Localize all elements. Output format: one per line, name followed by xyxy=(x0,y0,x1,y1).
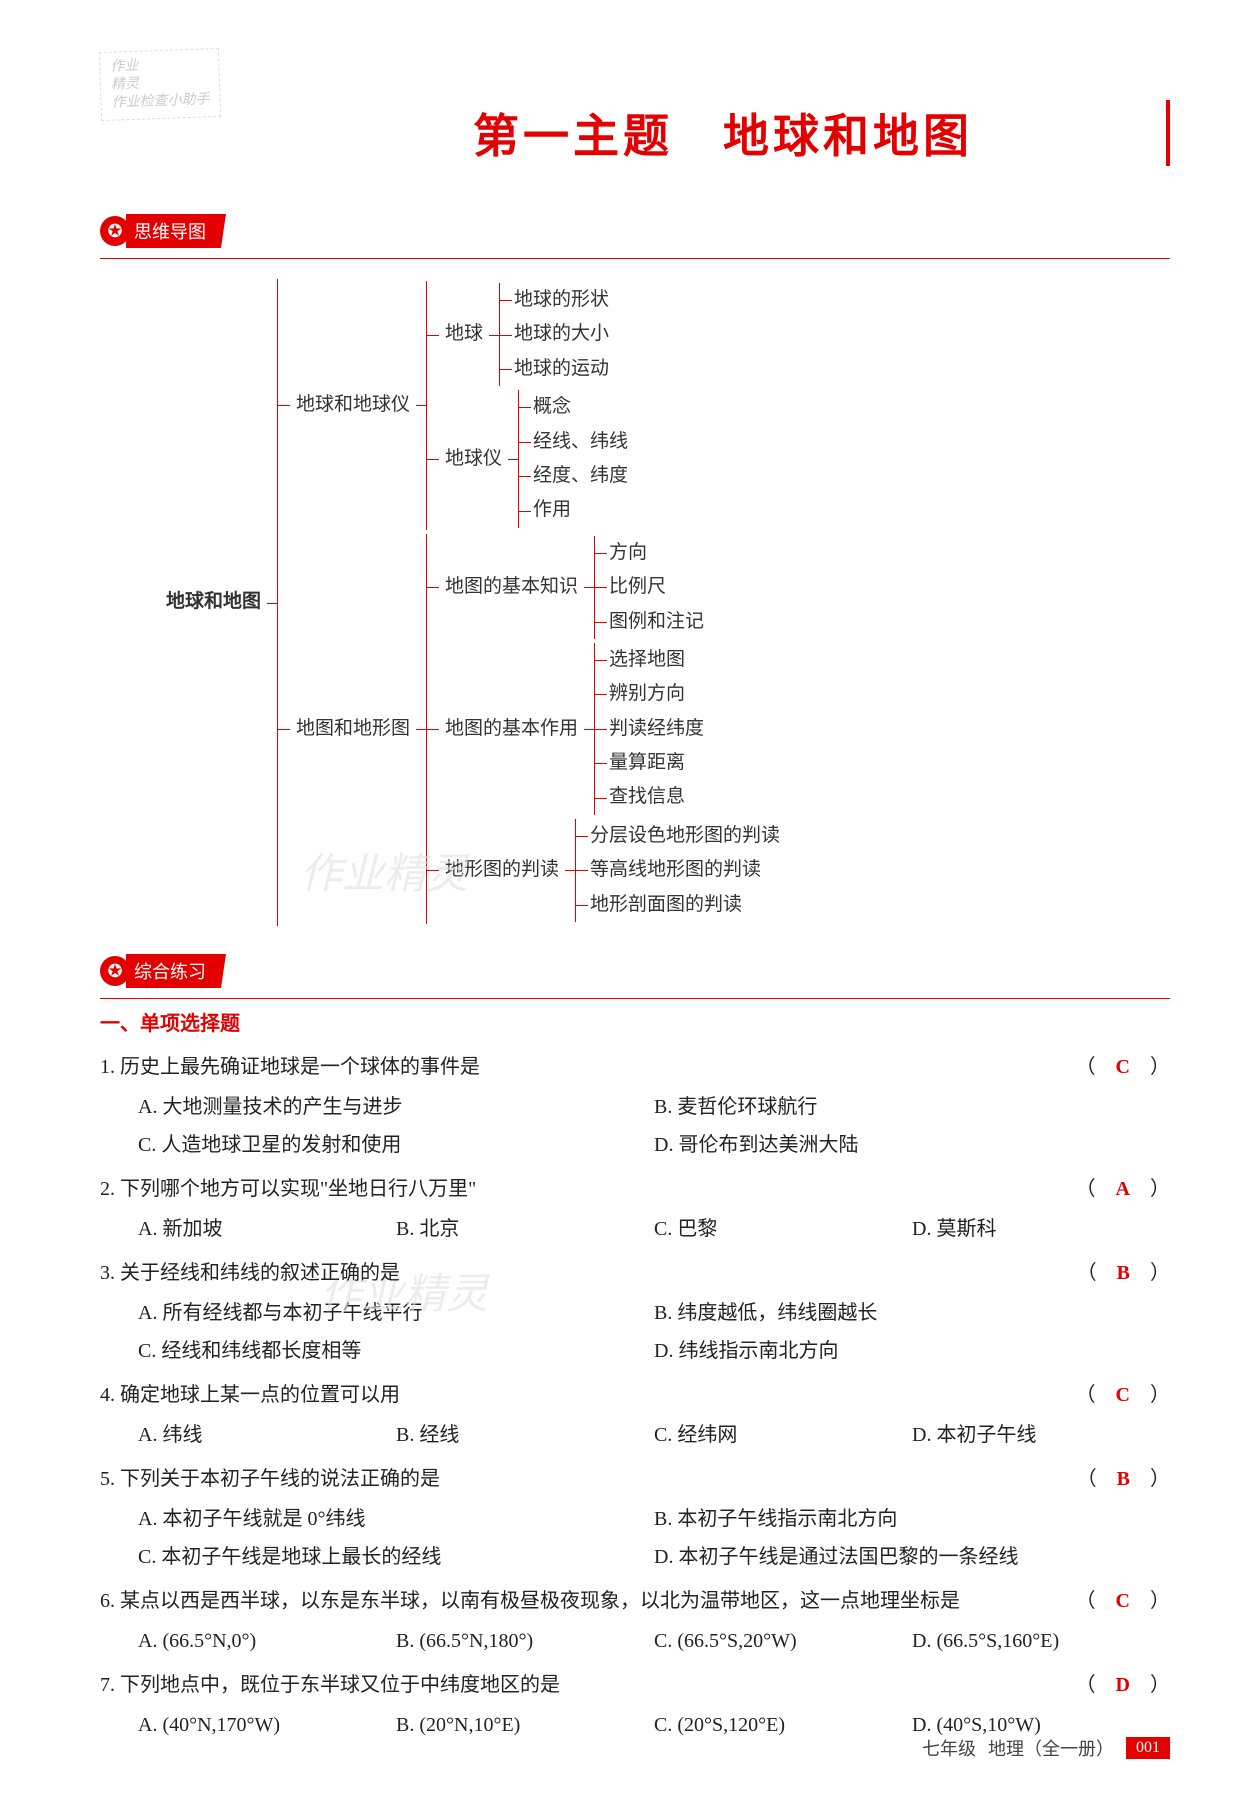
mm-leaf: 分层设色地形图的判读 xyxy=(588,821,782,851)
option: B. 纬度越低，纬线圈越长 xyxy=(654,1294,1170,1332)
section-label-practice: 综合练习 xyxy=(126,954,226,988)
question: 6. 某点以西是西半球，以东是东半球，以南有极昼极夜现象，以北为温带地区，这一点… xyxy=(100,1584,1170,1618)
question-stem: 1. 历史上最先确证地球是一个球体的事件是 xyxy=(100,1050,1170,1084)
option: D. 莫斯科 xyxy=(912,1210,1170,1248)
divider xyxy=(100,258,1170,259)
mm-leaf: 作用 xyxy=(531,495,573,525)
option: C. (20°S,120°E) xyxy=(654,1706,912,1744)
mm-leaf: 图例和注记 xyxy=(607,607,706,637)
options-row: A. 新加坡B. 北京C. 巴黎D. 莫斯科 xyxy=(138,1210,1170,1248)
question-stem: 7. 下列地点中，既位于东半球又位于中纬度地区的是 xyxy=(100,1668,1170,1702)
mcq-header: 一、单项选择题 xyxy=(100,1007,1170,1036)
option: D. 哥伦布到达美洲大陆 xyxy=(654,1126,1170,1164)
mm-leaf: 经线、纬线 xyxy=(531,427,630,457)
mm-leaf: 比例尺 xyxy=(607,572,668,602)
question: 1. 历史上最先确证地球是一个球体的事件是（ C ） xyxy=(100,1050,1170,1084)
page-title: 第一主题 地球和地图 xyxy=(300,100,1146,166)
bullet-icon: ✪ xyxy=(100,216,130,246)
mm-leaf: 地球的运动 xyxy=(512,354,611,384)
bullet-icon: ✪ xyxy=(100,956,130,986)
option: D. 纬线指示南北方向 xyxy=(654,1332,1170,1370)
option: C. 经纬网 xyxy=(654,1416,912,1454)
page-title-block: 第一主题 地球和地图 xyxy=(300,100,1170,166)
question-stem: 4. 确定地球上某一点的位置可以用 xyxy=(100,1378,1170,1412)
mm-leaf: 经度、纬度 xyxy=(531,461,630,491)
mm-b2: 地图和地形图 xyxy=(290,714,416,744)
mm-leaf: 地球的形状 xyxy=(512,285,611,315)
option: A. 大地测量技术的产生与进步 xyxy=(138,1088,654,1126)
options-row: A. (66.5°N,0°)B. (66.5°N,180°)C. (66.5°S… xyxy=(138,1622,1170,1660)
option: B. (66.5°N,180°) xyxy=(396,1622,654,1660)
question: 3. 关于经线和纬线的叙述正确的是（ B ） xyxy=(100,1256,1170,1290)
section-label-mindmap: 思维导图 xyxy=(126,214,226,248)
option: C. 人造地球卫星的发射和使用 xyxy=(138,1126,654,1164)
watermark-top-stamp: 作业 精灵 作业检查小助手 xyxy=(99,48,221,121)
option: D. 本初子午线是通过法国巴黎的一条经线 xyxy=(654,1538,1170,1576)
option: A. 新加坡 xyxy=(138,1210,396,1248)
divider xyxy=(100,998,1170,999)
options-row: A. 所有经线都与本初子午线平行B. 纬度越低，纬线圈越长C. 经线和纬线都长度… xyxy=(138,1294,1170,1370)
section-tag-practice: ✪ 综合练习 xyxy=(100,956,226,986)
question-stem: 2. 下列哪个地方可以实现"坐地日行八万里" xyxy=(100,1172,1170,1206)
question-stem: 6. 某点以西是西半球，以东是东半球，以南有极昼极夜现象，以北为温带地区，这一点… xyxy=(100,1584,1170,1618)
footer-pagenum: 001 xyxy=(1126,1737,1170,1759)
answer-badge: （ C ） xyxy=(1076,1378,1170,1407)
question: 2. 下列哪个地方可以实现"坐地日行八万里"（ A ） xyxy=(100,1172,1170,1206)
answer-badge: （ B ） xyxy=(1077,1462,1170,1491)
options-row: A. 大地测量技术的产生与进步B. 麦哲伦环球航行C. 人造地球卫星的发射和使用… xyxy=(138,1088,1170,1164)
option: B. 本初子午线指示南北方向 xyxy=(654,1500,1170,1538)
option: A. 本初子午线就是 0°纬线 xyxy=(138,1500,654,1538)
mm-leaf: 判读经纬度 xyxy=(607,714,706,744)
option: C. 本初子午线是地球上最长的经线 xyxy=(138,1538,654,1576)
footer-grade: 七年级 xyxy=(922,1735,976,1761)
mm-leaf: 选择地图 xyxy=(607,645,687,675)
question-stem: 3. 关于经线和纬线的叙述正确的是 xyxy=(100,1256,1170,1290)
mm-b1: 地球和地球仪 xyxy=(290,390,416,420)
mm-leaf: 辨别方向 xyxy=(607,679,687,709)
option: D. 本初子午线 xyxy=(912,1416,1170,1454)
mm-b2-c2: 地图的基本作用 xyxy=(439,714,584,744)
mm-b1-c2: 地球仪 xyxy=(439,444,508,474)
answer-badge: （ B ） xyxy=(1077,1256,1170,1285)
mm-b2-c1: 地图的基本知识 xyxy=(439,572,584,602)
option: B. 北京 xyxy=(396,1210,654,1248)
question: 7. 下列地点中，既位于东半球又位于中纬度地区的是（ D ） xyxy=(100,1668,1170,1702)
option: B. 麦哲伦环球航行 xyxy=(654,1088,1170,1126)
page-footer: 七年级 地理（全一册） 001 xyxy=(922,1735,1170,1761)
mm-leaf: 量算距离 xyxy=(607,748,687,778)
option: D. (66.5°S,160°E) xyxy=(912,1622,1170,1660)
answer-badge: （ C ） xyxy=(1076,1050,1170,1079)
options-row: A. 纬线B. 经线C. 经纬网D. 本初子午线 xyxy=(138,1416,1170,1454)
mm-b1-c1: 地球 xyxy=(439,319,489,349)
option: A. (40°N,170°W) xyxy=(138,1706,396,1744)
option: A. 纬线 xyxy=(138,1416,396,1454)
footer-subject: 地理（全一册） xyxy=(988,1735,1114,1761)
questions-container: 1. 历史上最先确证地球是一个球体的事件是（ C ）A. 大地测量技术的产生与进… xyxy=(100,1050,1170,1744)
options-row: A. 本初子午线就是 0°纬线B. 本初子午线指示南北方向C. 本初子午线是地球… xyxy=(138,1500,1170,1576)
mm-leaf: 概念 xyxy=(531,392,573,422)
mindmap: 地球和地图 地球和地球仪 地球 地球的形状 地球的大小 地球的运动 地球仪 xyxy=(160,279,1170,926)
answer-badge: （ A ） xyxy=(1076,1172,1170,1201)
mm-leaf: 方向 xyxy=(607,538,649,568)
question: 5. 下列关于本初子午线的说法正确的是（ B ） xyxy=(100,1462,1170,1496)
wm-l3: 作业检查小助手 xyxy=(111,92,210,114)
answer-badge: （ D ） xyxy=(1076,1668,1170,1697)
option: A. 所有经线都与本初子午线平行 xyxy=(138,1294,654,1332)
option: A. (66.5°N,0°) xyxy=(138,1622,396,1660)
mm-leaf: 地球的大小 xyxy=(512,319,611,349)
section-tag-mindmap: ✪ 思维导图 xyxy=(100,216,226,246)
option: C. (66.5°S,20°W) xyxy=(654,1622,912,1660)
answer-badge: （ C ） xyxy=(1076,1584,1170,1613)
option: C. 巴黎 xyxy=(654,1210,912,1248)
mm-leaf: 地形剖面图的判读 xyxy=(588,890,744,920)
option: C. 经线和纬线都长度相等 xyxy=(138,1332,654,1370)
question: 4. 确定地球上某一点的位置可以用（ C ） xyxy=(100,1378,1170,1412)
option: B. (20°N,10°E) xyxy=(396,1706,654,1744)
mindmap-root: 地球和地图 xyxy=(160,587,267,617)
question-stem: 5. 下列关于本初子午线的说法正确的是 xyxy=(100,1462,1170,1496)
mm-leaf: 等高线地形图的判读 xyxy=(588,855,763,885)
mm-b2-c3: 地形图的判读 xyxy=(439,855,565,885)
option: B. 经线 xyxy=(396,1416,654,1454)
mm-leaf: 查找信息 xyxy=(607,782,687,812)
